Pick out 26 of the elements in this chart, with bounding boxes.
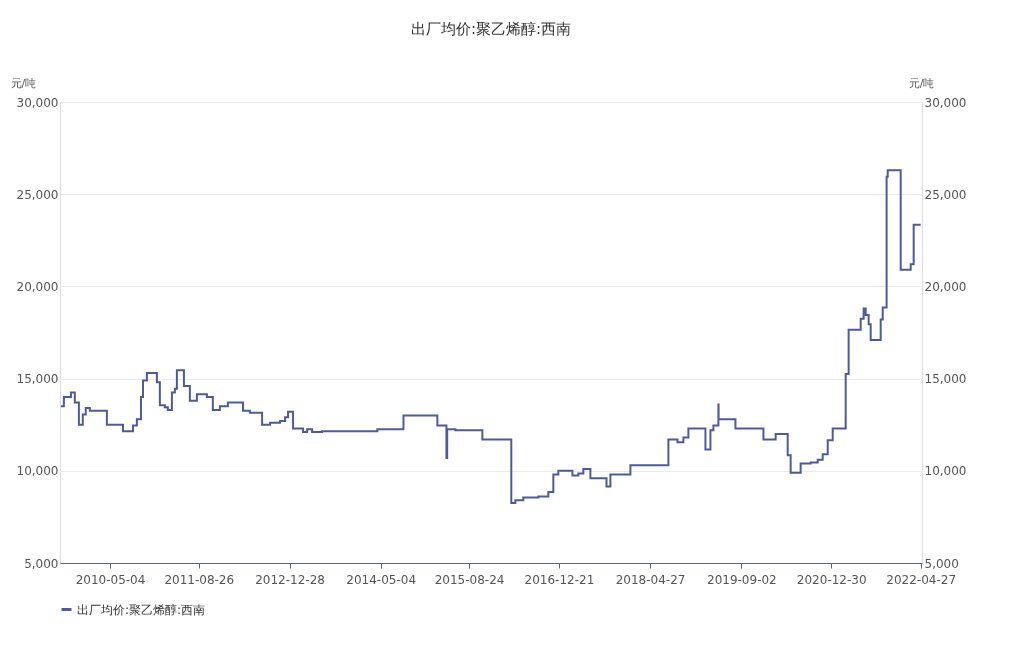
y-tick-label: 15,000 [16,372,59,387]
y-axis-title: 元/吨 [10,76,37,90]
x-tick-label: 2011-08-26 [164,572,235,587]
y-tick-label: 5,000 [24,556,59,571]
y2-tick-label: 15,000 [924,372,967,387]
y-tick-label: 30,000 [16,95,59,110]
x-tick-label: 2010-05-04 [75,572,146,587]
y2-tick-label: 30,000 [924,95,967,110]
x-tick-label: 2018-04-27 [615,572,686,587]
y2-tick-label: 10,000 [924,464,967,479]
x-tick-label: 2015-08-24 [434,572,505,587]
y-tick-label: 10,000 [16,464,59,479]
legend-label: 出厂均价:聚乙烯醇:西南 [77,602,206,617]
y-tick-label: 25,000 [16,187,59,202]
x-tick-label: 2020-12-30 [796,572,867,587]
x-tick-label: 2012-12-28 [255,572,325,587]
x-tick-label: 2019-09-02 [707,572,777,587]
y2-tick-label: 25,000 [924,187,967,202]
chart-title: 出厂均价:聚乙烯醇:西南 [410,20,572,38]
y2-tick-label: 20,000 [924,279,967,294]
x-tick-label: 2016-12-21 [524,572,595,587]
y2-axis-title: 元/吨 [908,76,935,90]
y2-tick-label: 5,000 [924,556,959,571]
y-tick-label: 20,000 [16,279,59,294]
x-tick-label: 2014-05-04 [346,572,417,587]
x-tick-label: 2022-04-27 [886,572,957,587]
